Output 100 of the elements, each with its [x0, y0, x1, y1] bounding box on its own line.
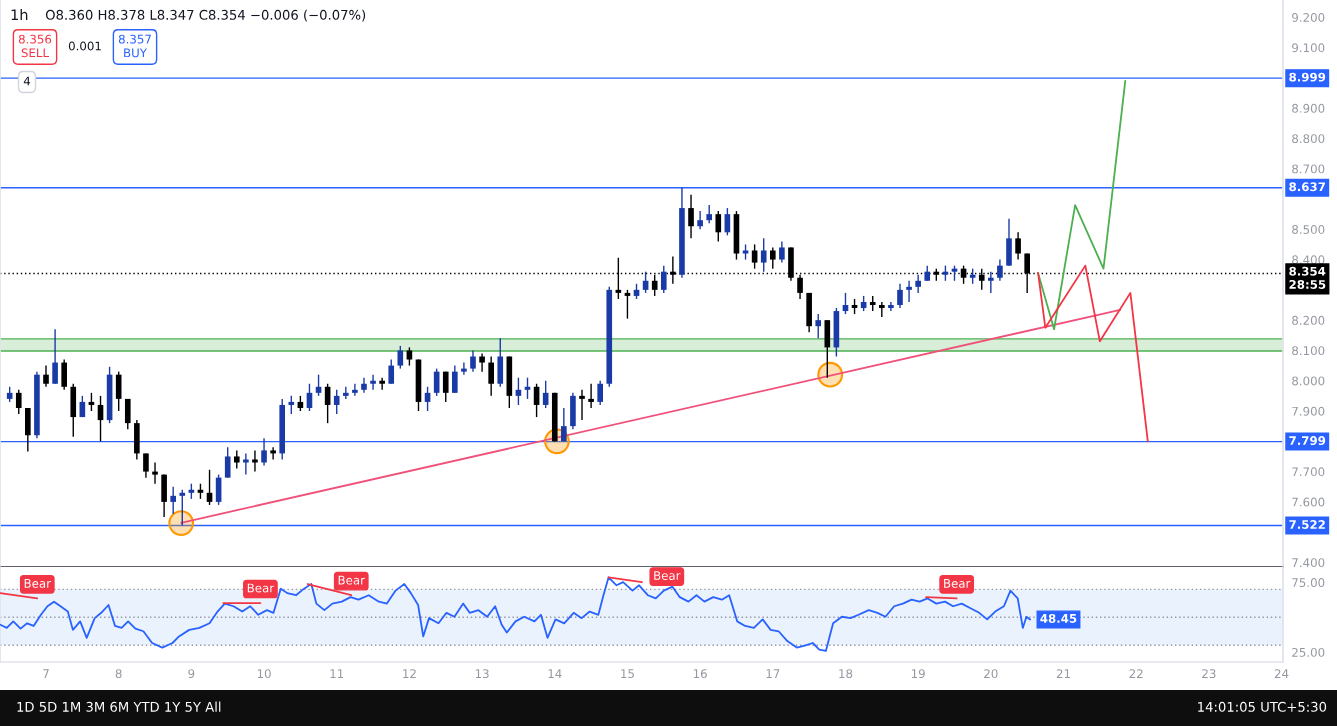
- annotation: Bear: [654, 571, 681, 580]
- candlestick: [897, 283, 903, 309]
- annotation: 0.001: [68, 41, 101, 51]
- candlestick: [479, 352, 485, 373]
- candlestick: [442, 370, 449, 403]
- candlestick: [915, 274, 921, 294]
- candlestick: [461, 361, 467, 376]
- annotation: 8.357 BUY: [118, 34, 151, 58]
- line-series: [1037, 264, 1149, 443]
- y-tick-label: 8.100: [1292, 346, 1325, 356]
- candlestick: [715, 210, 722, 243]
- candlestick: [388, 358, 395, 385]
- x-tick-label: 10: [257, 669, 271, 679]
- candlestick: [597, 380, 603, 406]
- candlestick: [233, 449, 240, 470]
- y-tick-label: 8.000: [1292, 376, 1325, 386]
- candlestick: [43, 364, 49, 388]
- candlestick: [488, 355, 494, 397]
- candlestick: [815, 313, 822, 340]
- annotation: Bear: [24, 579, 52, 588]
- candlestick: [670, 255, 676, 285]
- candlestick: [706, 204, 713, 224]
- candlestick: [906, 280, 912, 303]
- candlestick: [243, 452, 249, 476]
- y-tick-label: 25.00: [1292, 647, 1325, 657]
- annotation: 4: [23, 76, 31, 86]
- candlestick: [588, 383, 594, 409]
- candlestick: [224, 446, 231, 479]
- x-tick-label: 12: [403, 669, 416, 678]
- y-tick-label: 7.900: [1292, 406, 1325, 416]
- candlestick: [579, 389, 585, 421]
- candlestick: [688, 194, 694, 240]
- candlestick: [561, 407, 567, 442]
- y-tick-label: 8.200: [1292, 315, 1325, 325]
- candlestick: [152, 461, 158, 485]
- y-tick-label: 9.100: [1292, 43, 1325, 53]
- x-tick-label: 15: [621, 669, 634, 679]
- y-tick-label: 7.700: [1292, 467, 1325, 477]
- candlestick: [352, 383, 358, 397]
- x-tick-label: 24: [1274, 669, 1289, 678]
- y-tick-label: 7.400: [1292, 558, 1325, 568]
- candlestick: [143, 452, 149, 479]
- y-tick-label: 8.800: [1292, 134, 1325, 144]
- candlestick: [888, 301, 894, 312]
- candlestick: [179, 489, 186, 527]
- candlestick: [342, 386, 349, 400]
- ref-line-label: 8.354 28:55: [1289, 266, 1326, 289]
- candlestick: [760, 237, 767, 273]
- text: O8.360 H8.378 L8.347 C8.354 −0.006 (−0.07%): [45, 9, 366, 22]
- candlestick: [406, 346, 413, 367]
- chart-title: 1h: [11, 8, 28, 21]
- x-tick-label: 23: [1202, 669, 1216, 679]
- x-tick-label: 21: [1056, 669, 1070, 678]
- ref-line-label: 8.637: [1289, 182, 1325, 192]
- candlestick: [397, 345, 404, 370]
- x-tick-label: 13: [475, 669, 489, 679]
- x-tick-label: 18: [839, 669, 853, 679]
- annotation: 8.356 SELL: [18, 34, 52, 58]
- y-tick-label: 7.600: [1292, 497, 1325, 507]
- annotation: Bear: [247, 583, 275, 593]
- candlestick: [379, 377, 385, 391]
- candlestick: [252, 449, 258, 473]
- candlestick: [452, 364, 458, 394]
- x-tick-label: 7: [43, 669, 49, 678]
- candlestick: [1015, 231, 1021, 261]
- y-tick-label: 8.700: [1292, 164, 1325, 174]
- x-tick-label: 17: [766, 669, 780, 678]
- x-tick-label: 20: [984, 669, 998, 679]
- candlestick: [879, 301, 885, 318]
- candlestick: [170, 486, 177, 515]
- y-tick-label: 8.500: [1292, 225, 1325, 234]
- data-label: 48.45: [1040, 613, 1077, 623]
- annotation: Bear: [944, 579, 971, 588]
- x-tick-label: 14: [548, 669, 562, 678]
- x-tick-label: 16: [693, 669, 707, 679]
- annotation: Bear: [338, 575, 365, 585]
- candlestick: [779, 240, 785, 264]
- y-tick-label: 8.400: [1292, 255, 1325, 265]
- candlestick: [988, 270, 994, 294]
- candlestick: [470, 349, 476, 373]
- candlestick: [288, 395, 295, 415]
- text: 1D 5D 1M 3M 6M YTD 1Y 5Y All: [17, 701, 221, 712]
- point: [168, 510, 195, 536]
- candlestick: [261, 437, 267, 467]
- candlestick: [769, 246, 776, 270]
- candlestick: [333, 389, 340, 415]
- x-tick-label: 8: [115, 669, 122, 679]
- ref-line-label: 8.999: [1289, 72, 1326, 82]
- x-tick-label: 9: [188, 669, 195, 679]
- text: 14:01:05 UTC+5:30: [1198, 701, 1327, 712]
- candlestick: [697, 210, 703, 230]
- line-series: [1037, 79, 1127, 331]
- ref-line-label: 7.522: [1289, 520, 1325, 529]
- candlestick: [370, 373, 376, 391]
- x-tick-label: 11: [330, 669, 344, 678]
- y-tick-label: 75.00: [1292, 578, 1325, 588]
- candlestick: [15, 389, 22, 415]
- candlestick: [52, 328, 58, 385]
- x-tick-label: 19: [911, 669, 925, 679]
- y-tick-label: 8.900: [1292, 103, 1325, 113]
